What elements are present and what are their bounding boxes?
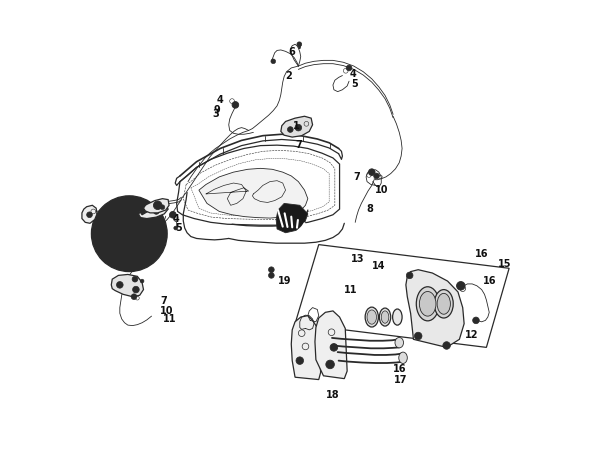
Text: 16: 16 bbox=[484, 276, 497, 286]
Ellipse shape bbox=[367, 310, 377, 324]
Circle shape bbox=[120, 259, 124, 264]
Polygon shape bbox=[143, 199, 169, 213]
Circle shape bbox=[374, 173, 379, 179]
Ellipse shape bbox=[399, 352, 407, 363]
Circle shape bbox=[107, 211, 111, 216]
Circle shape bbox=[174, 226, 178, 230]
Polygon shape bbox=[111, 275, 143, 297]
Circle shape bbox=[133, 286, 139, 293]
Text: 7: 7 bbox=[353, 172, 360, 182]
Circle shape bbox=[472, 317, 480, 323]
Ellipse shape bbox=[392, 309, 402, 325]
Text: 7: 7 bbox=[295, 140, 302, 150]
Circle shape bbox=[147, 251, 152, 256]
Ellipse shape bbox=[419, 292, 436, 316]
Circle shape bbox=[443, 342, 451, 349]
Circle shape bbox=[86, 212, 92, 218]
Circle shape bbox=[296, 357, 304, 364]
Circle shape bbox=[414, 332, 422, 340]
Ellipse shape bbox=[416, 287, 439, 321]
Text: 2: 2 bbox=[285, 71, 292, 82]
Circle shape bbox=[295, 124, 302, 131]
Polygon shape bbox=[82, 205, 97, 223]
Ellipse shape bbox=[379, 308, 391, 326]
Text: 4: 4 bbox=[217, 95, 224, 105]
Circle shape bbox=[117, 282, 123, 288]
Circle shape bbox=[297, 42, 302, 47]
Circle shape bbox=[131, 294, 137, 300]
Ellipse shape bbox=[395, 337, 404, 348]
Circle shape bbox=[126, 251, 133, 258]
Circle shape bbox=[232, 102, 239, 108]
Circle shape bbox=[105, 209, 154, 258]
Circle shape bbox=[456, 282, 465, 290]
Text: 13: 13 bbox=[351, 254, 364, 264]
Circle shape bbox=[119, 223, 140, 244]
Text: 9: 9 bbox=[213, 104, 220, 114]
Polygon shape bbox=[276, 203, 308, 233]
Text: 16: 16 bbox=[475, 249, 489, 259]
Circle shape bbox=[269, 267, 274, 273]
Text: 3: 3 bbox=[212, 109, 219, 119]
Ellipse shape bbox=[437, 294, 451, 314]
Circle shape bbox=[153, 201, 162, 209]
Circle shape bbox=[91, 196, 167, 272]
Text: 6: 6 bbox=[288, 47, 295, 57]
Polygon shape bbox=[315, 311, 347, 379]
Text: 8: 8 bbox=[366, 204, 373, 214]
Text: 5: 5 bbox=[175, 223, 182, 233]
Circle shape bbox=[153, 209, 159, 214]
Circle shape bbox=[330, 343, 337, 351]
Polygon shape bbox=[281, 116, 313, 137]
Polygon shape bbox=[139, 205, 168, 218]
Circle shape bbox=[99, 239, 104, 243]
Polygon shape bbox=[406, 270, 464, 347]
Circle shape bbox=[124, 229, 134, 238]
Circle shape bbox=[368, 169, 375, 175]
Circle shape bbox=[406, 272, 413, 279]
Circle shape bbox=[108, 241, 115, 247]
Circle shape bbox=[134, 204, 139, 209]
Circle shape bbox=[271, 59, 276, 64]
Circle shape bbox=[269, 273, 274, 278]
Circle shape bbox=[120, 224, 139, 243]
Text: 12: 12 bbox=[465, 330, 479, 340]
Text: 5: 5 bbox=[352, 78, 358, 88]
Circle shape bbox=[97, 201, 162, 266]
Text: 11: 11 bbox=[344, 285, 358, 294]
Text: 16: 16 bbox=[392, 364, 406, 374]
Text: 14: 14 bbox=[372, 261, 385, 271]
Circle shape bbox=[326, 360, 334, 369]
Text: 1: 1 bbox=[292, 121, 300, 131]
Text: 17: 17 bbox=[394, 375, 407, 385]
Circle shape bbox=[126, 209, 133, 216]
Ellipse shape bbox=[435, 290, 453, 318]
Circle shape bbox=[108, 220, 115, 227]
Circle shape bbox=[346, 65, 352, 71]
Text: 19: 19 bbox=[278, 276, 291, 286]
Text: 4: 4 bbox=[173, 214, 179, 224]
Circle shape bbox=[155, 224, 159, 229]
Text: 11: 11 bbox=[163, 314, 177, 324]
Polygon shape bbox=[176, 145, 340, 225]
Circle shape bbox=[160, 205, 165, 209]
Polygon shape bbox=[199, 168, 308, 218]
Circle shape bbox=[288, 127, 293, 133]
Polygon shape bbox=[291, 316, 321, 380]
Ellipse shape bbox=[381, 311, 389, 323]
Circle shape bbox=[111, 216, 147, 252]
Text: 15: 15 bbox=[498, 258, 511, 268]
Ellipse shape bbox=[365, 307, 378, 327]
Text: 10: 10 bbox=[159, 306, 173, 316]
Text: 4: 4 bbox=[349, 69, 356, 79]
Circle shape bbox=[169, 211, 176, 218]
Text: 10: 10 bbox=[375, 185, 388, 195]
Circle shape bbox=[144, 241, 150, 247]
Circle shape bbox=[144, 220, 150, 227]
Text: 7: 7 bbox=[160, 296, 167, 306]
Text: 18: 18 bbox=[326, 390, 340, 400]
Circle shape bbox=[132, 276, 138, 282]
Circle shape bbox=[140, 279, 144, 283]
